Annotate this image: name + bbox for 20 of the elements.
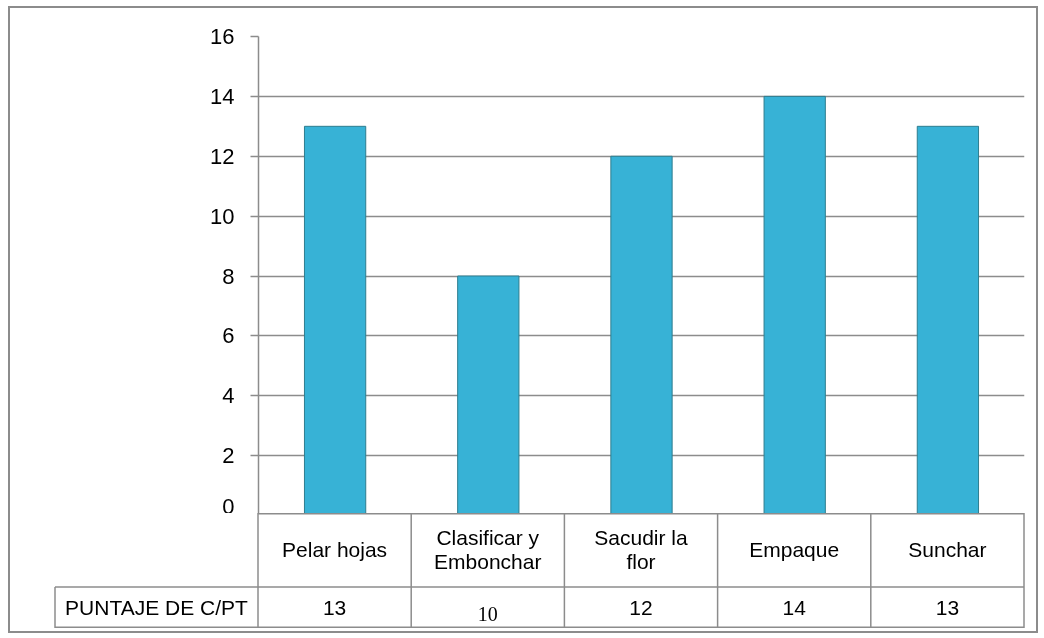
y-tick-label: 12 <box>210 143 235 169</box>
y-tick-label: 0 <box>222 493 235 519</box>
x-tick-label: Sacudir la flor <box>594 525 688 575</box>
y-tick-label: 14 <box>210 83 235 109</box>
x-tick-label: Pelar hojas <box>282 537 388 563</box>
text: 10 <box>477 602 498 628</box>
x-tick-label: Clasificar y Embonchar <box>434 525 542 575</box>
y-tick-label: 10 <box>210 203 235 229</box>
x-tick-label: Empaque <box>749 537 840 563</box>
y-tick-label: 4 <box>222 383 235 409</box>
data-label: 12 <box>629 594 653 621</box>
x-tick-label: Sunchar <box>908 537 987 563</box>
y-tick-label: 6 <box>222 323 235 349</box>
data-label: 13 <box>322 594 347 621</box>
text: PUNTAJE DE C/PT <box>65 594 248 621</box>
y-tick-label: 16 <box>210 24 235 49</box>
y-tick-label: 2 <box>222 443 235 469</box>
data-label: 13 <box>935 594 960 621</box>
y-tick-label: 8 <box>222 263 235 289</box>
data-label: 14 <box>782 594 806 621</box>
